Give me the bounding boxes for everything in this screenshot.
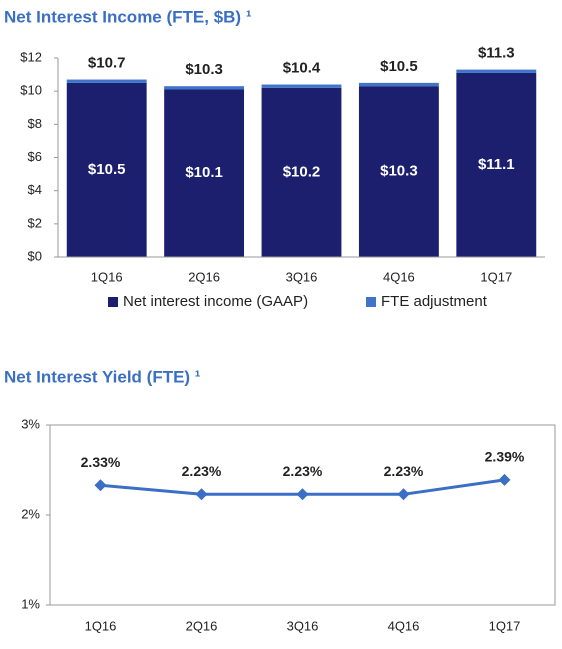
value-label: 2.23% bbox=[283, 463, 323, 479]
x-tick-label: 1Q16 bbox=[91, 269, 123, 284]
marker bbox=[397, 488, 410, 501]
x-tick-label: 1Q17 bbox=[480, 269, 512, 284]
total-label: $10.3 bbox=[185, 61, 223, 78]
chart-title: Net Interest Yield (FTE) ¹ bbox=[4, 367, 201, 386]
bar-value-label: $10.2 bbox=[283, 163, 321, 180]
value-label: 2.23% bbox=[384, 463, 424, 479]
plot-frame bbox=[49, 424, 556, 606]
x-tick-label: 2Q16 bbox=[186, 618, 218, 633]
x-tick-label: 1Q16 bbox=[85, 618, 117, 633]
y-tick-label: 3% bbox=[21, 416, 40, 431]
y-tick-label: $10 bbox=[20, 83, 42, 98]
x-tick-label: 4Q16 bbox=[383, 269, 415, 284]
bar-value-label: $10.5 bbox=[88, 161, 126, 178]
bar-segment bbox=[164, 86, 245, 90]
legend-swatch bbox=[108, 297, 118, 307]
bar-value-label: $10.1 bbox=[185, 164, 223, 181]
bar-segment bbox=[358, 82, 439, 87]
value-label: 2.33% bbox=[81, 454, 121, 470]
value-label: 2.39% bbox=[485, 449, 525, 465]
legend-label: Net interest income (GAAP) bbox=[123, 293, 308, 310]
bar-segment bbox=[66, 79, 147, 83]
y-tick-label: $0 bbox=[28, 248, 42, 263]
bar-segment bbox=[261, 84, 342, 88]
total-label: $10.4 bbox=[283, 60, 321, 77]
marker bbox=[296, 488, 309, 501]
legend-label: FTE adjustment bbox=[381, 293, 488, 310]
bar-value-label: $11.1 bbox=[478, 156, 515, 173]
y-tick-label: $4 bbox=[28, 182, 42, 197]
y-tick-label: 1% bbox=[21, 596, 40, 611]
value-label: 2.23% bbox=[182, 463, 222, 479]
marker bbox=[195, 488, 208, 501]
total-label: $10.5 bbox=[380, 58, 418, 75]
y-tick-label: $2 bbox=[28, 215, 42, 230]
total-label: $10.7 bbox=[88, 55, 126, 72]
y-tick-label: $6 bbox=[28, 149, 42, 164]
y-tick-label: $12 bbox=[20, 49, 42, 64]
x-tick-label: 4Q16 bbox=[388, 618, 420, 633]
chart-title: Net Interest Income (FTE, $B) ¹ bbox=[4, 7, 252, 26]
bar-segment bbox=[456, 72, 537, 257]
y-tick-label: 2% bbox=[21, 506, 40, 521]
x-tick-label: 2Q16 bbox=[188, 269, 220, 284]
x-tick-label: 3Q16 bbox=[287, 618, 319, 633]
bar-segment bbox=[358, 86, 439, 257]
bar-segment bbox=[66, 82, 147, 257]
x-tick-label: 3Q16 bbox=[286, 269, 318, 284]
bar-value-label: $10.3 bbox=[380, 163, 418, 180]
marker bbox=[498, 473, 511, 486]
bar-segment bbox=[164, 89, 245, 257]
legend-swatch bbox=[366, 297, 376, 307]
y-tick-label: $8 bbox=[28, 116, 42, 131]
bar-segment bbox=[261, 87, 342, 257]
marker bbox=[94, 479, 107, 492]
bar-segment bbox=[456, 69, 537, 73]
total-label: $11.3 bbox=[478, 45, 515, 62]
x-tick-label: 1Q17 bbox=[489, 618, 521, 633]
